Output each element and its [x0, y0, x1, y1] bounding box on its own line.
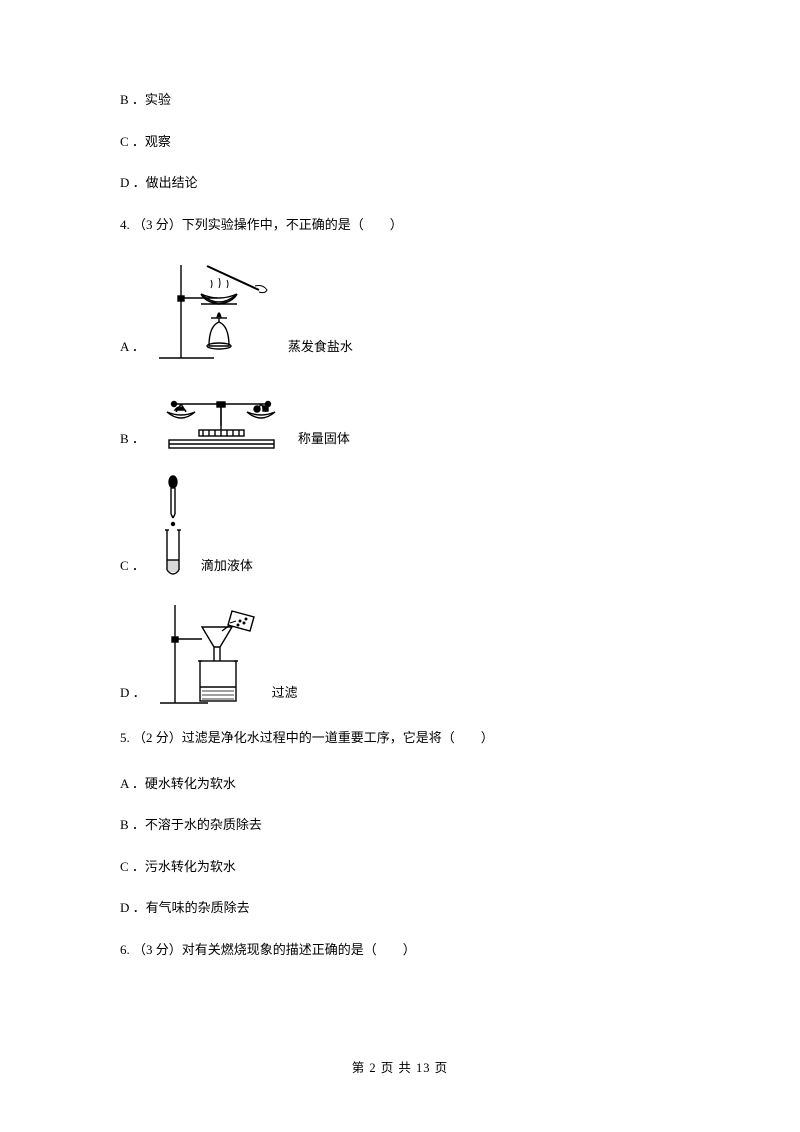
- q5-option-a: A ．硬水转化为软水: [120, 774, 680, 794]
- page-footer: 第 2 页 共 13 页: [0, 1059, 800, 1078]
- q4-option-b: B ．: [120, 382, 680, 452]
- q5-stem: 5. （2 分）过滤是净化水过程中的一道重要工序，它是将（ ）: [120, 728, 680, 748]
- q4-option-c: C ． 滴加: [120, 474, 680, 579]
- q5-option-d: D ．有气味的杂质除去: [120, 898, 680, 918]
- evaporation-diagram: [159, 260, 274, 360]
- q5-option-c: C ．污水转化为软水: [120, 857, 680, 877]
- q4-b-label: 称量固体: [298, 429, 350, 453]
- q3-option-b: B ．实验: [120, 90, 680, 110]
- dropper-diagram: [159, 474, 187, 579]
- q4-b-letter: B ．: [120, 429, 145, 453]
- q4-stem: 4. （3 分）下列实验操作中，不正确的是（ ）: [120, 215, 680, 235]
- q6-stem: 6. （3 分）对有关燃烧现象的描述正确的是（ ）: [120, 940, 680, 960]
- q4-d-letter: D ．: [120, 683, 146, 707]
- q4-option-a: A ．: [120, 260, 680, 360]
- balance-diagram: [159, 382, 284, 452]
- q4-d-label: 过滤: [272, 683, 298, 707]
- q4-a-label: 蒸发食盐水: [288, 337, 353, 361]
- filtration-diagram: [160, 601, 258, 706]
- q4-option-d: D ．: [120, 601, 680, 706]
- q5-option-b: B ．不溶于水的杂质除去: [120, 815, 680, 835]
- q4-c-letter: C ．: [120, 556, 145, 580]
- q3-option-c: C ．观察: [120, 132, 680, 152]
- q4-a-letter: A ．: [120, 337, 145, 361]
- q3-option-d: D ．做出结论: [120, 173, 680, 193]
- q4-c-label: 滴加液体: [201, 556, 253, 580]
